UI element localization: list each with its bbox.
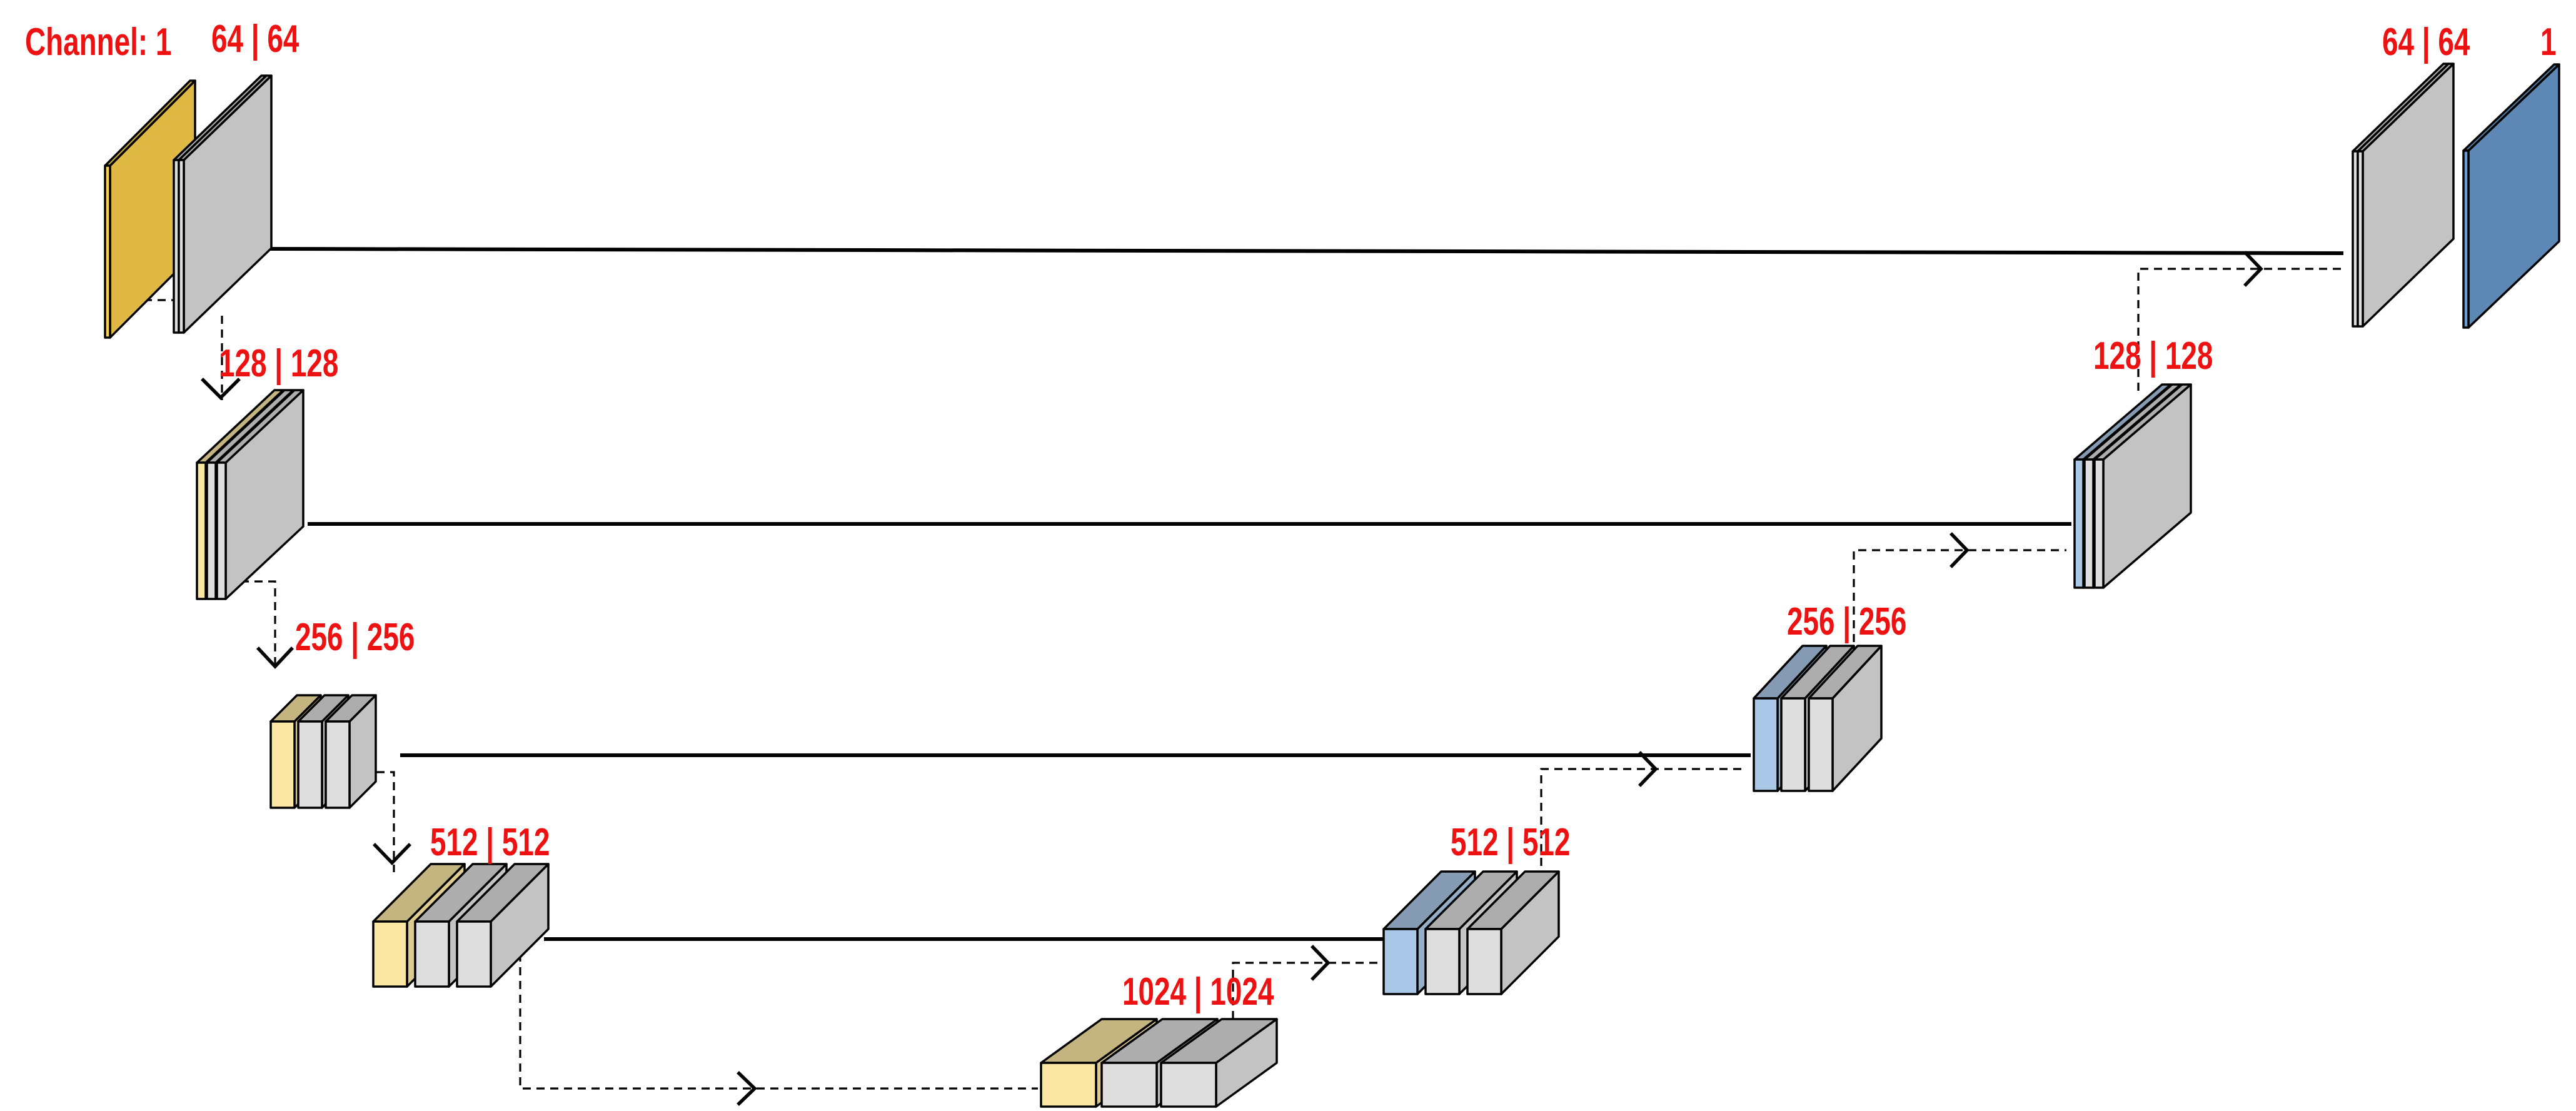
block-front-face xyxy=(1780,697,1806,792)
block-front-face xyxy=(104,164,111,339)
output-segmentation-block xyxy=(2462,63,2560,329)
output-channel-label: 1 xyxy=(2540,20,2557,63)
block-front-face xyxy=(1040,1062,1097,1108)
enc1-conv-block-2 xyxy=(178,74,273,334)
feature-map-blocks xyxy=(104,63,2560,1108)
block-front-face xyxy=(325,720,351,809)
bottleneck-conv-block-2 xyxy=(1160,1018,1278,1108)
enc2-channel-label: 128 | 128 xyxy=(219,341,338,385)
dashed-enc3-down xyxy=(363,771,395,872)
block-front-face xyxy=(1753,697,1779,792)
block-front-face xyxy=(1424,928,1461,995)
enc2-block-3 xyxy=(216,389,304,600)
block-front-face xyxy=(2357,150,2364,328)
enc4-conv-block-2 xyxy=(456,863,550,988)
block-front-face xyxy=(414,920,450,988)
enc1-channel-label: 64 | 64 xyxy=(211,17,299,61)
block-front-face xyxy=(2093,458,2105,589)
chevron-down-icon xyxy=(201,378,241,400)
block-front-face xyxy=(1100,1062,1158,1108)
enc4-channel-label: 512 | 512 xyxy=(430,820,550,864)
block-front-face xyxy=(372,920,408,988)
enc3-channel-label: 256 | 256 xyxy=(295,615,415,659)
block-front-face xyxy=(269,720,296,809)
chevron-down-icon xyxy=(256,646,294,670)
dec3-channel-label: 256 | 256 xyxy=(1787,600,1906,643)
block-front-face xyxy=(196,461,207,600)
block-front-face xyxy=(1808,697,1834,792)
dec1-channel-label: 64 | 64 xyxy=(2382,20,2470,64)
chevron-right-icon xyxy=(2243,251,2263,287)
channel-labels: Channel: 1 64 | 64 128 | 128 256 | 256 5… xyxy=(25,17,2557,1013)
dec3-conv-block-2 xyxy=(1808,645,1883,792)
block-front-face xyxy=(456,920,492,988)
skip-connection-64 xyxy=(267,247,2344,255)
arrows xyxy=(201,251,2263,1106)
block-front-face xyxy=(2462,149,2470,329)
dec2-block-3 xyxy=(2093,383,2192,589)
dec1-conv-block-2 xyxy=(2357,63,2455,328)
block-front-face xyxy=(206,461,217,600)
chevron-right-icon xyxy=(737,1071,757,1106)
block-front-face xyxy=(1466,928,1502,995)
block-front-face xyxy=(1160,1062,1217,1108)
dashed-dec4-up xyxy=(1540,768,1744,866)
block-front-face xyxy=(297,720,323,809)
dec4-conv-block-2 xyxy=(1466,870,1560,995)
block-front-face xyxy=(2073,458,2085,589)
block-front-face xyxy=(178,159,185,334)
input-channel-label: Channel: 1 xyxy=(25,20,171,63)
dec2-channel-label: 128 | 128 xyxy=(2093,334,2213,378)
block-front-face xyxy=(1382,928,1419,995)
block-front-face xyxy=(2083,458,2095,589)
skip-connections xyxy=(267,247,2344,941)
dec4-channel-label: 512 | 512 xyxy=(1451,820,1570,864)
chevron-down-icon xyxy=(373,843,411,865)
dashed-enc4-to-bottleneck xyxy=(519,953,1038,1090)
chevron-right-icon xyxy=(1311,945,1331,981)
enc3-conv-block-2 xyxy=(325,694,377,809)
chevron-right-icon xyxy=(1950,532,1970,568)
chevron-right-icon xyxy=(1638,751,1658,787)
bottleneck-channel-label: 1024 | 1024 xyxy=(1122,970,1274,1013)
dashed-enc2-down xyxy=(241,580,276,669)
block-front-face xyxy=(216,461,227,600)
